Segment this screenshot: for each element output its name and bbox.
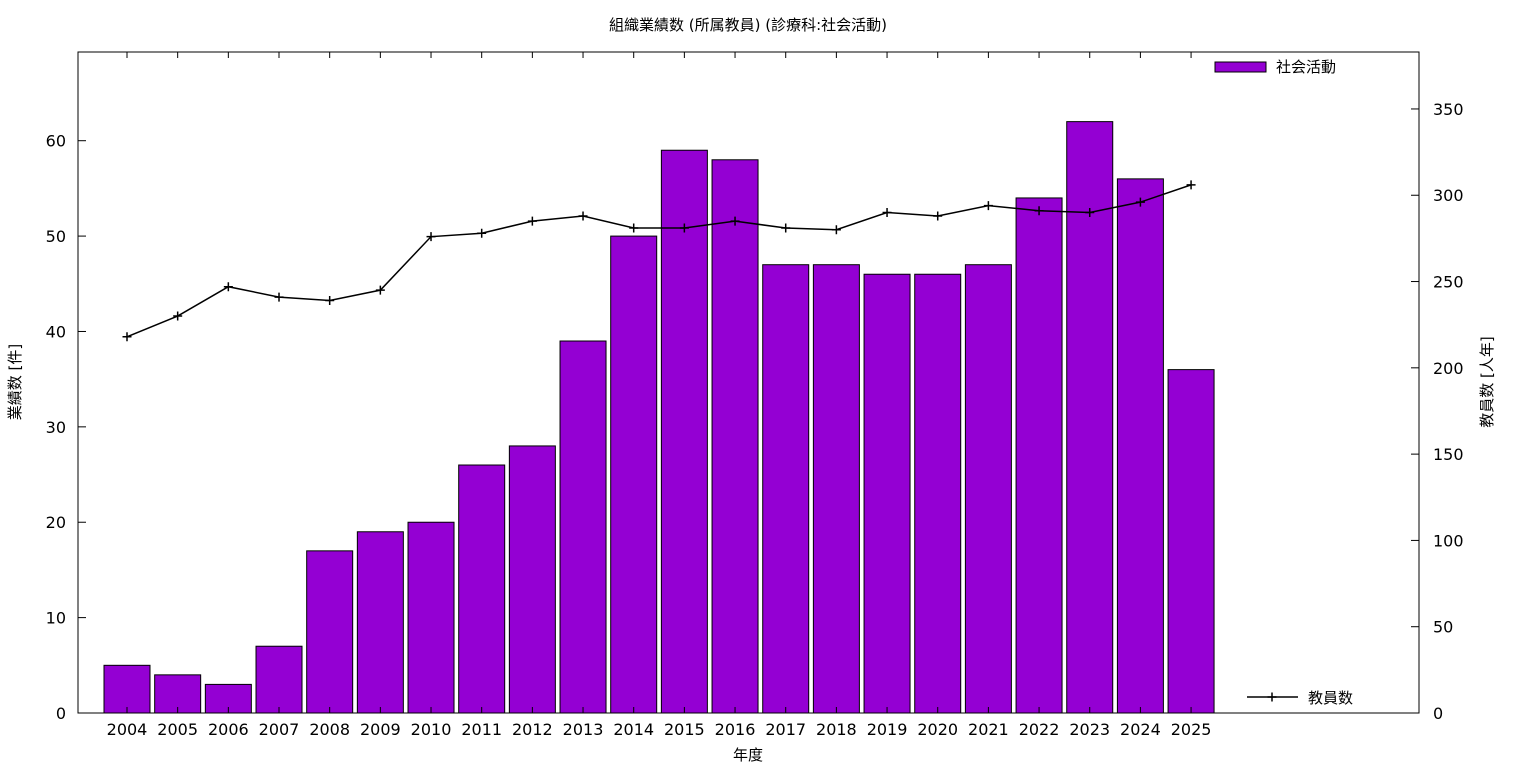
line-point	[477, 228, 487, 238]
legend-bar-swatch	[1214, 61, 1267, 73]
y-tick-label: 0	[56, 704, 66, 723]
bar	[356, 531, 404, 714]
bar	[1116, 178, 1164, 714]
x-tick-label: 2016	[715, 720, 756, 739]
x-tick-label: 2007	[259, 720, 300, 739]
plot-frame	[77, 51, 1420, 714]
bar	[559, 340, 607, 714]
line-point	[1034, 206, 1044, 216]
line-point	[629, 223, 639, 233]
bar	[458, 464, 506, 714]
bar	[914, 273, 962, 714]
x-tick-label: 2015	[664, 720, 705, 739]
bar	[711, 159, 759, 714]
x-tick-label: 2004	[107, 720, 148, 739]
line-point	[325, 296, 335, 306]
x-tick-label: 2018	[816, 720, 857, 739]
line-point	[781, 223, 791, 233]
y2-tick-label: 100	[1433, 531, 1464, 550]
faculty-line	[126, 184, 1192, 338]
y-tick-label: 60	[46, 132, 66, 151]
line-point	[274, 292, 284, 302]
x-tick-label: 2009	[360, 720, 401, 739]
x-tick-label: 2005	[157, 720, 198, 739]
line-point	[730, 216, 740, 226]
line-point	[1135, 197, 1145, 207]
line-point	[933, 211, 943, 221]
line-point	[983, 201, 993, 211]
x-tick-label: 2014	[613, 720, 654, 739]
x-tick-label: 2022	[1019, 720, 1060, 739]
y2-tick-label: 0	[1433, 704, 1443, 723]
bar	[762, 264, 810, 714]
bar	[610, 235, 658, 714]
bar	[1066, 121, 1114, 714]
line-point	[578, 211, 588, 221]
y-axis-title: 業績数 [件]	[6, 344, 24, 420]
y2-tick-label: 300	[1433, 186, 1464, 205]
y-tick-label: 10	[46, 609, 66, 628]
y-tick-label: 40	[46, 322, 66, 341]
x-tick-label: 2017	[765, 720, 806, 739]
bar	[154, 674, 202, 714]
bar	[255, 645, 303, 714]
x-tick-label: 2021	[968, 720, 1009, 739]
x-tick-label: 2023	[1069, 720, 1110, 739]
x-tick-label: 2011	[461, 720, 502, 739]
bar	[407, 521, 455, 714]
y2-tick-label: 50	[1433, 618, 1453, 637]
line-point	[1085, 208, 1095, 218]
line-point	[1186, 180, 1196, 190]
bar	[508, 445, 556, 714]
line-point	[882, 208, 892, 218]
legend-bar: 社会活動	[1214, 58, 1336, 76]
line-point	[173, 311, 183, 321]
y-tick-label: 20	[46, 513, 66, 532]
bar	[306, 550, 354, 714]
y2-tick-label: 350	[1433, 100, 1464, 119]
y2-tick-label: 250	[1433, 273, 1464, 292]
bar	[1167, 369, 1215, 714]
line-point	[122, 332, 132, 342]
bar	[660, 149, 708, 714]
line-point	[831, 225, 841, 235]
x-tick-label: 2025	[1171, 720, 1212, 739]
chart-title: 組織業績数 (所属教員) (診療科:社会活動)	[609, 16, 887, 34]
line-point	[223, 282, 233, 292]
legend-line: 教員数	[1247, 689, 1353, 707]
line-point	[375, 285, 385, 295]
line-point	[679, 223, 689, 233]
y-tick-label: 50	[46, 227, 66, 246]
bar	[863, 273, 911, 714]
x-tick-label: 2013	[563, 720, 604, 739]
y2-tick-label: 150	[1433, 445, 1464, 464]
bar	[964, 264, 1012, 714]
line-point	[527, 216, 537, 226]
bar	[1015, 197, 1063, 714]
legend-line-label: 教員数	[1308, 689, 1353, 707]
x-tick-label: 2012	[512, 720, 553, 739]
y2-tick-label: 200	[1433, 359, 1464, 378]
legend-bar-label: 社会活動	[1276, 58, 1336, 76]
y2-axis-title: 教員数 [人年]	[1478, 336, 1496, 427]
y-tick-label: 30	[46, 418, 66, 437]
x-tick-label: 2006	[208, 720, 249, 739]
x-tick-label: 2020	[917, 720, 958, 739]
bar	[812, 264, 860, 714]
line-point	[426, 232, 436, 242]
x-axis-title: 年度	[733, 746, 763, 764]
x-tick-label: 2008	[309, 720, 350, 739]
bar	[103, 664, 151, 714]
x-tick-label: 2024	[1120, 720, 1161, 739]
x-tick-label: 2019	[867, 720, 908, 739]
x-tick-label: 2010	[411, 720, 452, 739]
